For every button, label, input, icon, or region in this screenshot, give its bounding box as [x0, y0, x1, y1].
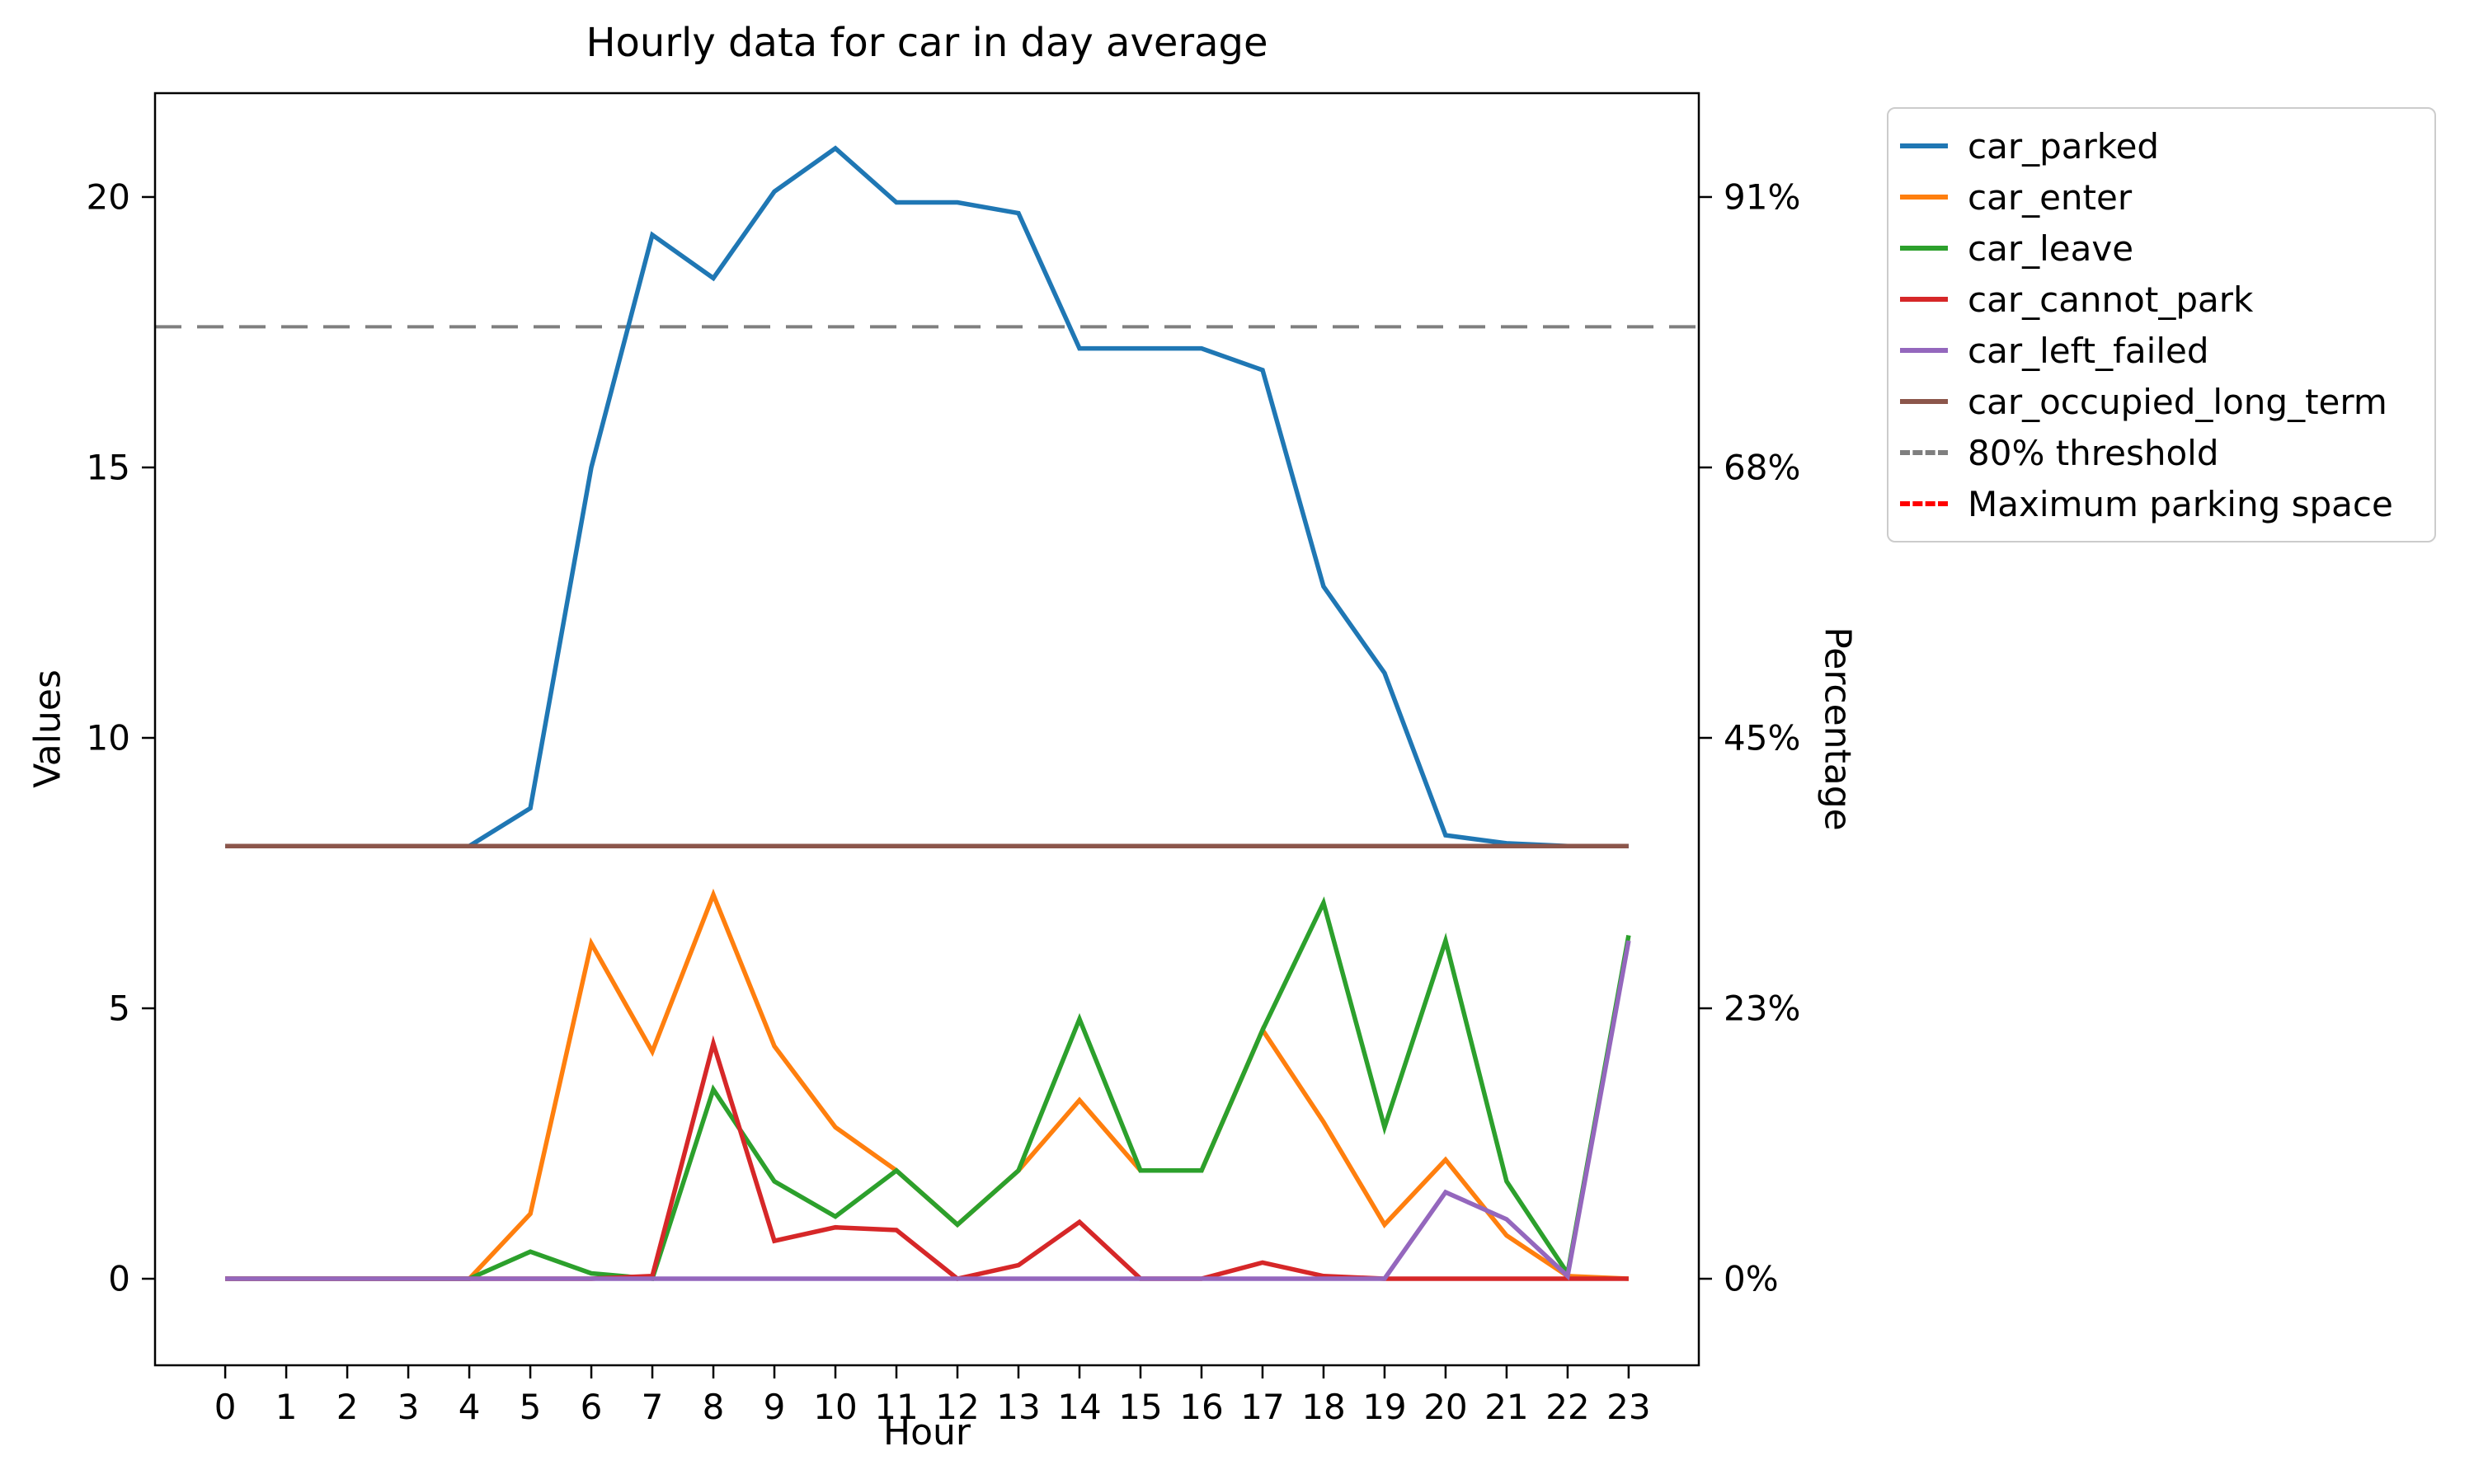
x-tick-label: 6 [581, 1387, 603, 1427]
x-tick-label: 17 [1240, 1387, 1284, 1427]
series-car_parked [225, 145, 1629, 848]
x-tick-label: 20 [1423, 1387, 1467, 1427]
x-tick-label: 5 [520, 1387, 542, 1427]
y-tick-label-left: 5 [108, 989, 130, 1029]
legend-line-swatch [1900, 450, 1948, 455]
legend-entry-80-threshold: 80% threshold [1900, 427, 2426, 478]
x-tick-label: 0 [214, 1387, 237, 1427]
legend-label: car_leave [1968, 228, 2134, 269]
x-tick-label: 16 [1179, 1387, 1223, 1427]
legend-entry-car-left-failed: car_left_failed [1900, 325, 2426, 376]
chart-title: Hourly data for car in day average [586, 20, 1268, 66]
legend: car_parked car_enter car_leave car_cannot_p… [1887, 107, 2436, 542]
legend-label: car_occupied_long_term [1968, 381, 2387, 422]
x-tick-label: 18 [1301, 1387, 1345, 1427]
y-axis-label-right: Percentage [1816, 627, 1859, 831]
legend-entry-car-leave: car_leave [1900, 223, 2426, 274]
series-car_enter [225, 888, 1630, 1281]
x-tick-label: 21 [1484, 1387, 1528, 1427]
legend-entry-car-occupied-long-term: car_occupied_long_term [1900, 376, 2426, 427]
series-car_left_failed [225, 940, 1631, 1281]
legend-entry-car-enter: car_enter [1900, 171, 2426, 223]
x-tick-label: 15 [1118, 1387, 1162, 1427]
legend-label: car_enter [1968, 176, 2133, 218]
x-tick-label: 2 [336, 1387, 359, 1427]
legend-label: 80% threshold [1968, 432, 2219, 473]
x-tick-label: 14 [1057, 1387, 1101, 1427]
x-tick-label: 4 [459, 1387, 481, 1427]
plot-border [153, 92, 1700, 1367]
x-tick-label: 10 [813, 1387, 857, 1427]
legend-label: car_parked [1968, 125, 2160, 167]
y-tick-label-right: 23% [1724, 989, 1800, 1029]
y-tick-label-right: 68% [1724, 447, 1800, 487]
x-tick-label: 3 [397, 1387, 420, 1427]
series-car_leave [225, 896, 1631, 1281]
legend-line-swatch [1900, 246, 1948, 251]
x-tick-label: 11 [874, 1387, 918, 1427]
y-tick-label-left: 10 [87, 717, 130, 758]
x-tick-label: 1 [275, 1387, 298, 1427]
x-axis-label: Hour [883, 1411, 971, 1453]
legend-label: Maximum parking space [1968, 483, 2393, 524]
legend-line-swatch [1900, 399, 1948, 404]
x-tick-label: 22 [1545, 1387, 1589, 1427]
x-tick-label: 7 [642, 1387, 664, 1427]
y-axis-label-left: Values [26, 669, 69, 788]
legend-entry-car-parked: car_parked [1900, 120, 2426, 171]
legend-entry-maximum-parking-space: Maximum parking space [1900, 478, 2426, 529]
y-tick-label-right: 0% [1724, 1259, 1779, 1299]
x-tick-label: 23 [1606, 1387, 1650, 1427]
y-tick-label-left: 20 [87, 176, 130, 217]
y-tick-label-left: 15 [87, 447, 130, 487]
legend-line-swatch [1900, 501, 1948, 506]
x-tick-label: 8 [703, 1387, 725, 1427]
y-tick-label-right: 45% [1724, 717, 1800, 758]
x-tick-label: 12 [935, 1387, 979, 1427]
legend-line-swatch [1900, 143, 1948, 148]
legend-entry-car-cannot-park: car_cannot_park [1900, 274, 2426, 325]
x-tick-label: 13 [996, 1387, 1040, 1427]
legend-line-swatch [1900, 348, 1948, 353]
legend-label: car_cannot_park [1968, 279, 2254, 320]
y-tick-label-right: 91% [1724, 176, 1800, 217]
legend-line-swatch [1900, 195, 1948, 200]
series-car_cannot_park [225, 1035, 1629, 1281]
legend-label: car_left_failed [1968, 330, 2209, 371]
y-tick-label-left: 0 [108, 1259, 130, 1299]
x-tick-label: 19 [1362, 1387, 1406, 1427]
legend-line-swatch [1900, 297, 1948, 302]
x-tick-label: 9 [764, 1387, 786, 1427]
